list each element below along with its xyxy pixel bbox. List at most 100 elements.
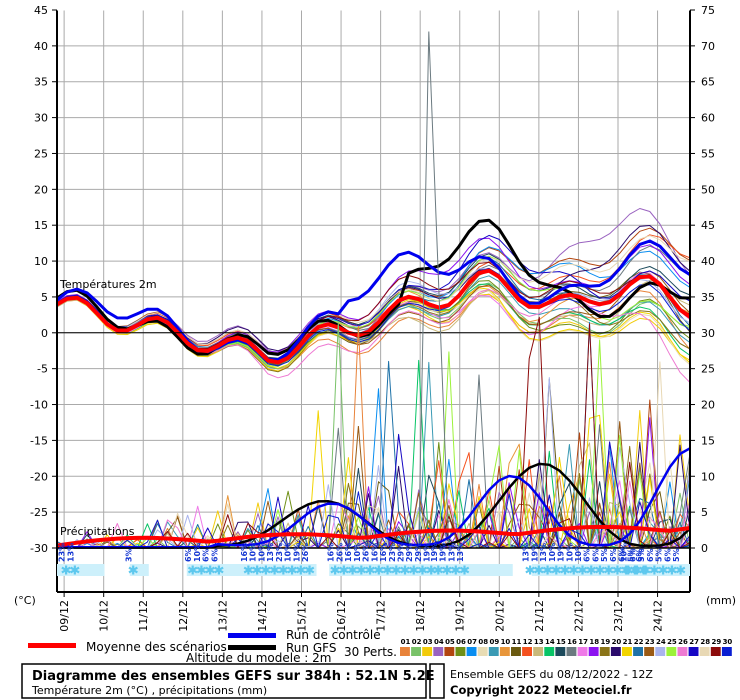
member-color-swatch[interactable] bbox=[433, 647, 444, 656]
plot-annotations: Températures 2m Précipitations bbox=[59, 278, 157, 538]
member-number-label: 17 bbox=[578, 638, 588, 646]
control-run-line bbox=[56, 239, 691, 362]
snowflake-icon bbox=[278, 565, 289, 575]
member-color-swatch[interactable] bbox=[477, 647, 488, 656]
legend-label-gfs: Run GFS bbox=[286, 641, 336, 655]
member-color-swatch[interactable] bbox=[488, 647, 499, 656]
member-number-label: 07 bbox=[467, 638, 477, 646]
snow-probability-label: 16% bbox=[344, 543, 353, 562]
snow-probability-label: 13% bbox=[266, 543, 275, 562]
member-color-swatch[interactable] bbox=[699, 647, 710, 656]
legend-swatch-gfs bbox=[228, 645, 276, 650]
snowflake-icon bbox=[408, 565, 419, 575]
axis-tick-label-left: 40 bbox=[34, 40, 48, 53]
snow-probability-label: 29% bbox=[414, 543, 423, 562]
member-color-swatch[interactable] bbox=[666, 647, 677, 656]
x-axis-date-label: 10/12 bbox=[98, 600, 111, 632]
member-color-swatch[interactable] bbox=[566, 647, 577, 656]
snow-probability-label: 6% bbox=[210, 548, 219, 562]
axis-tick-label-left: 35 bbox=[34, 76, 48, 89]
member-color-swatch[interactable] bbox=[466, 647, 477, 656]
snowflake-icon bbox=[330, 565, 340, 575]
member-color-swatch[interactable] bbox=[499, 647, 510, 656]
axis-tick-label-right: 60 bbox=[701, 112, 715, 125]
copyright-label: Copyright 2022 Meteociel.fr bbox=[450, 683, 632, 697]
snow-probability-label: 26% bbox=[301, 543, 310, 562]
member-number-label: 26 bbox=[678, 638, 688, 646]
x-axis-date-label: 23/12 bbox=[612, 600, 625, 632]
snow-probability-label: 23% bbox=[275, 543, 284, 562]
member-color-swatch[interactable] bbox=[599, 647, 610, 656]
snow-probability-label: 13% bbox=[447, 543, 456, 562]
axis-tick-label-right: 25 bbox=[701, 363, 715, 376]
member-color-swatch[interactable] bbox=[710, 647, 721, 656]
member-color-swatch[interactable] bbox=[622, 647, 632, 656]
snowflake-icon bbox=[586, 565, 596, 575]
snowflake-icon bbox=[382, 565, 393, 575]
axis-tick-label-right: 30 bbox=[701, 327, 715, 340]
member-color-swatch[interactable] bbox=[422, 647, 433, 656]
snow-probability-label: 19% bbox=[292, 543, 301, 562]
snowflake-icon bbox=[374, 565, 384, 575]
snowflake-icon bbox=[187, 565, 198, 575]
member-color-swatch[interactable] bbox=[511, 647, 521, 656]
member-color-swatch[interactable] bbox=[610, 647, 621, 656]
axis-tick-label-right: 35 bbox=[701, 291, 715, 304]
member-color-swatch[interactable] bbox=[655, 647, 666, 656]
axis-tick-label-left: -15 bbox=[30, 434, 48, 447]
member-color-swatch[interactable] bbox=[444, 647, 455, 656]
temperature-panel-label: Températures 2m bbox=[59, 278, 157, 291]
snowflake-icon bbox=[595, 565, 605, 575]
member-color-swatch[interactable] bbox=[544, 647, 555, 656]
member-color-key[interactable]: 01 02 03 04 05 06 07 08 09 10 11 12 13 14 15 16 17 18 19 20… bbox=[400, 638, 732, 656]
member-color-swatch[interactable] bbox=[577, 647, 588, 656]
snowflake-icon bbox=[61, 565, 71, 575]
member-color-swatch[interactable] bbox=[411, 647, 421, 656]
member-color-swatch[interactable] bbox=[400, 647, 410, 656]
snow-probability-label: 10% bbox=[565, 543, 574, 562]
member-color-swatch[interactable] bbox=[588, 647, 599, 656]
member-color-swatch[interactable] bbox=[677, 647, 688, 656]
left-axis-unit-label: (°C) bbox=[14, 594, 36, 607]
snowflake-icon bbox=[442, 565, 452, 575]
snow-band bbox=[129, 564, 149, 576]
member-number-label: 19 bbox=[600, 638, 610, 646]
axis-tick-label-left: -5 bbox=[37, 363, 48, 376]
snow-probability-label: 16% bbox=[370, 543, 379, 562]
snowflake-icon bbox=[391, 565, 402, 575]
snowflake-icon bbox=[339, 565, 349, 575]
axis-tick-label-left: -25 bbox=[30, 506, 48, 519]
member-color-swatch[interactable] bbox=[721, 647, 732, 656]
legend[interactable]: Moyenne des scénarios Run de contrôleRun … bbox=[28, 628, 397, 665]
legend-swatch-mean bbox=[28, 643, 76, 648]
axis-tick-label-left: 5 bbox=[41, 291, 48, 304]
member-number-label: 14 bbox=[545, 638, 555, 646]
axis-tick-label-right: 10 bbox=[701, 470, 715, 483]
legend-label-perts: 30 Perts. bbox=[344, 645, 397, 659]
snow-probability-label: 29% bbox=[405, 543, 414, 562]
member-color-swatch[interactable] bbox=[555, 647, 566, 656]
x-axis-date-label: 21/12 bbox=[533, 600, 546, 632]
axis-tick-label-right: 5 bbox=[701, 506, 708, 519]
axis-tick-label-left: 10 bbox=[34, 255, 48, 268]
member-color-swatch[interactable] bbox=[533, 647, 544, 656]
member-color-swatch[interactable] bbox=[644, 647, 655, 656]
snowflake-icon bbox=[534, 565, 544, 575]
member-number-label: 28 bbox=[700, 638, 710, 646]
axis-tick-label-left: -10 bbox=[30, 399, 48, 412]
plot-frame bbox=[56, 9, 691, 593]
snowflake-icon bbox=[287, 565, 297, 575]
member-color-swatch[interactable] bbox=[688, 647, 699, 656]
snow-probability-label: 6% bbox=[618, 548, 627, 562]
snowflake-icon bbox=[667, 565, 677, 575]
snow-probability-label: 16% bbox=[327, 543, 336, 562]
member-color-swatch[interactable] bbox=[455, 647, 466, 656]
x-axis-date-label: 15/12 bbox=[295, 600, 308, 632]
copyright-box-border bbox=[429, 663, 445, 699]
axis-tick-label-right: 50 bbox=[701, 183, 715, 196]
member-color-swatch[interactable] bbox=[633, 647, 643, 656]
member-color-swatch[interactable] bbox=[522, 647, 532, 656]
gfs-run-line bbox=[56, 218, 691, 356]
axis-tick-label-left: 25 bbox=[34, 147, 48, 160]
